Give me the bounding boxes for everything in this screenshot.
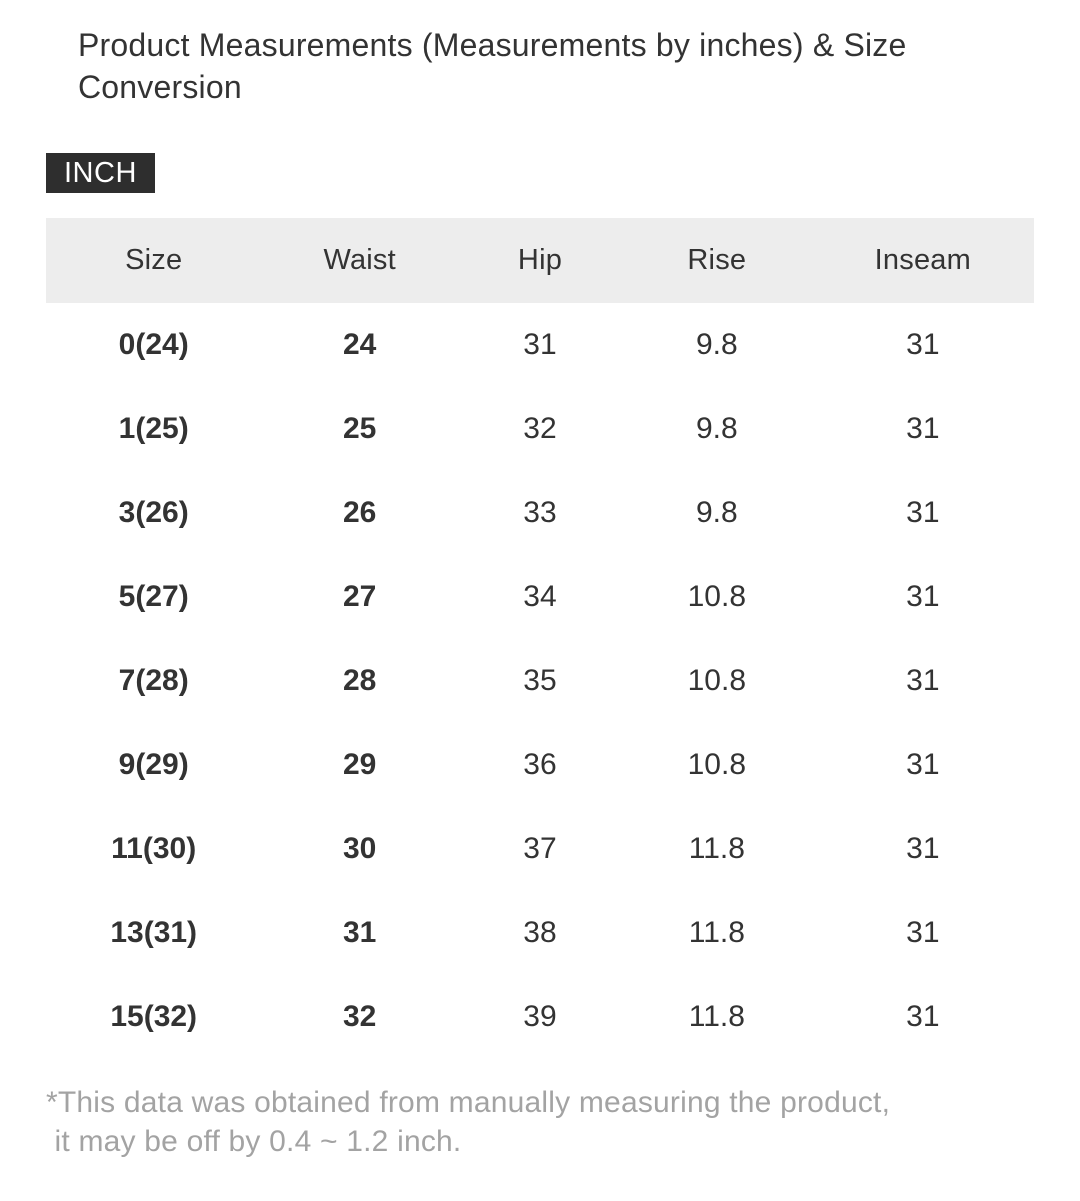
inseam-cell: 31 (906, 580, 940, 613)
column-header-inseam: Inseam (811, 218, 1034, 303)
footnote-line-1: *This data was obtained from manually me… (46, 1086, 891, 1119)
waist-cell: 25 (342, 412, 377, 445)
column-header-hip: Hip (457, 218, 622, 303)
inseam-cell: 31 (906, 916, 940, 949)
page-title: Product Measurements (Measurements by in… (78, 27, 907, 105)
hip-cell: 31 (523, 328, 557, 361)
waist-cell: 29 (342, 748, 377, 781)
hip-cell: 35 (523, 664, 557, 697)
rise-cell: 9.8 (695, 496, 738, 529)
footnote: *This data was obtained from manually me… (46, 1083, 1034, 1161)
waist-cell: 31 (342, 916, 377, 949)
rise-cell: 10.8 (687, 748, 747, 781)
hip-cell: 32 (523, 412, 557, 445)
rise-cell: 10.8 (687, 664, 747, 697)
inseam-cell: 31 (906, 832, 940, 865)
size-cell: 13(31) (110, 916, 198, 949)
rise-cell: 11.8 (688, 832, 745, 865)
table-row: 15(32) 32 39 11.8 31 (46, 975, 1034, 1059)
size-cell: 15(32) (110, 1000, 198, 1033)
inseam-cell: 31 (906, 748, 940, 781)
column-header-size: Size (46, 218, 262, 303)
inseam-cell: 31 (906, 1000, 940, 1033)
hip-cell: 38 (523, 916, 557, 949)
size-cell: 0(24) (118, 328, 189, 361)
footnote-line-2: it may be off by 0.4 ~ 1.2 inch. (46, 1125, 462, 1158)
waist-cell: 24 (342, 328, 377, 361)
table-row: 0(24) 24 31 9.8 31 (46, 303, 1034, 387)
table-row: 13(31) 31 38 11.8 31 (46, 891, 1034, 975)
column-header-rise: Rise (621, 218, 812, 303)
table-row: 1(25) 25 32 9.8 31 (46, 387, 1034, 471)
measurements-table: Size Waist Hip Rise Inseam 0(24) 24 31 9.8 31 1(2… (46, 218, 1034, 1059)
rise-cell: 11.8 (688, 1000, 745, 1033)
waist-cell: 32 (342, 1000, 377, 1033)
hip-cell: 39 (523, 1000, 557, 1033)
inseam-cell: 31 (906, 496, 940, 529)
rise-cell: 10.8 (687, 580, 747, 613)
rise-cell: 9.8 (695, 328, 738, 361)
table-row: 9(29) 29 36 10.8 31 (46, 723, 1034, 807)
waist-cell: 27 (342, 580, 377, 613)
size-cell: 11(30) (111, 832, 197, 865)
hip-cell: 33 (523, 496, 557, 529)
size-cell: 5(27) (118, 580, 189, 613)
column-header-waist: Waist (261, 218, 458, 303)
inseam-cell: 31 (906, 412, 940, 445)
hip-cell: 37 (523, 832, 557, 865)
unit-badge: INCH (46, 153, 155, 193)
table-row: 7(28) 28 35 10.8 31 (46, 639, 1034, 723)
waist-cell: 30 (342, 832, 377, 865)
size-cell: 7(28) (118, 664, 189, 697)
waist-cell: 28 (342, 664, 377, 697)
rise-cell: 11.8 (688, 916, 745, 949)
inseam-cell: 31 (906, 328, 940, 361)
hip-cell: 36 (523, 748, 557, 781)
hip-cell: 34 (523, 580, 557, 613)
rise-cell: 9.8 (695, 412, 738, 445)
table-row: 11(30) 30 37 11.8 31 (46, 807, 1034, 891)
size-cell: 9(29) (118, 748, 189, 781)
inseam-cell: 31 (906, 664, 940, 697)
table-header-row: Size Waist Hip Rise Inseam (46, 218, 1034, 303)
size-cell: 1(25) (118, 412, 189, 445)
waist-cell: 26 (342, 496, 377, 529)
size-cell: 3(26) (118, 496, 189, 529)
table-row: 3(26) 26 33 9.8 31 (46, 471, 1034, 555)
table-row: 5(27) 27 34 10.8 31 (46, 555, 1034, 639)
